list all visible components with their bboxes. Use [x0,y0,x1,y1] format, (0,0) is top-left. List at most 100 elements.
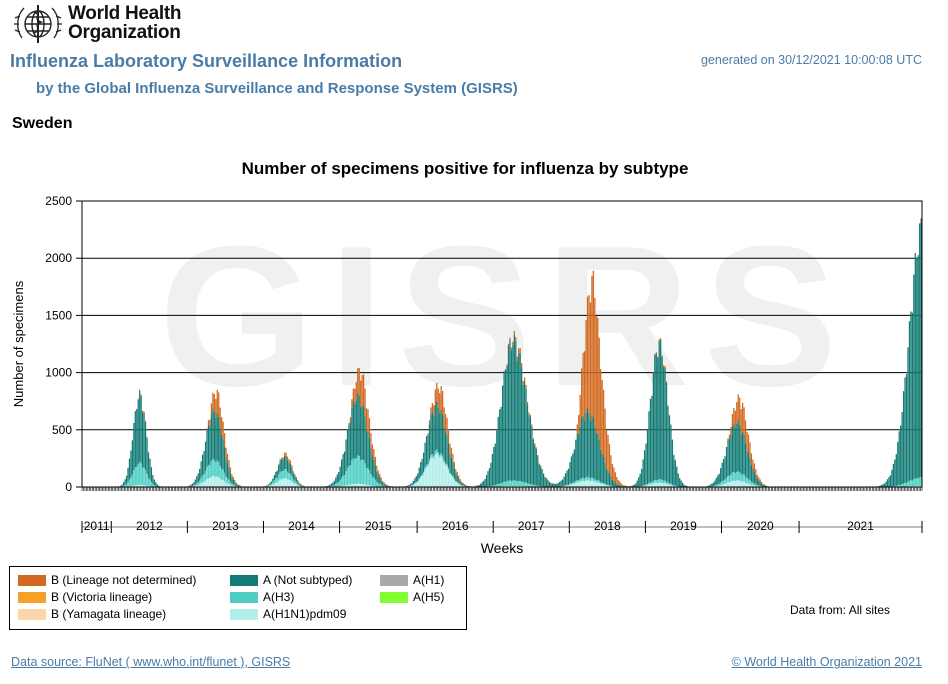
bar-segment [537,454,539,457]
copyright-link[interactable]: © World Health Organization 2021 [731,655,922,669]
bar-segment [216,460,218,477]
bar-segment [718,485,720,487]
bar-segment [351,407,353,461]
bar-segment [540,466,542,487]
bar-segment [747,478,750,484]
bar-segment [499,483,501,487]
bar-segment [368,485,371,487]
bar-segment [575,482,577,487]
bar-segment [731,413,734,426]
bar-segment [746,483,748,487]
legend-label: A(H5) [413,590,445,604]
bar-segment [523,482,526,487]
bar-segment [285,452,287,456]
bar-segment [362,406,365,460]
bar-segment [562,479,564,487]
bar-segment [291,467,293,477]
bar-segment [578,480,580,483]
bar-segment [655,353,657,480]
bar-segment [636,480,638,487]
bar-segment [462,485,464,487]
bar-segment [437,408,439,453]
bar-segment [142,467,144,486]
bar-segment [202,482,204,487]
bar-segment [355,458,357,484]
bar-segment [370,473,372,486]
bar-segment [342,454,344,476]
bar-segment [894,485,896,487]
bar-segment [279,479,281,487]
bar-segment [528,415,530,484]
bar-segment [342,485,344,487]
bar-segment [225,447,227,459]
bar-segment [446,435,448,465]
bar-segment [463,484,466,485]
data-source-link[interactable]: Data source: FluNet ( www.who.int/flunet… [11,655,291,669]
bar-segment [455,473,457,482]
bar-segment [605,469,608,485]
bar-segment [153,485,155,487]
bar-segment [747,434,750,453]
bar-segment [422,471,425,474]
bar-segment [229,472,232,482]
bar-segment [298,484,300,486]
bar-segment [901,412,903,485]
generated-timestamp: generated on 30/12/2021 10:00:08 UTC [700,53,922,67]
bar-segment [238,485,240,486]
bar-segment [614,472,616,483]
bar-segment [727,438,729,441]
bar-segment [657,357,659,481]
bar-segment [756,485,758,487]
bar-segment [759,482,761,486]
bar-segment [459,481,461,485]
bar-segment [437,452,439,456]
bar-segment [281,479,283,487]
bar-segment [332,482,334,486]
bar-segment [654,354,656,355]
bar-segment [406,485,409,487]
bar-segment [583,481,586,487]
bar-segment [422,452,425,472]
bar-segment [206,428,208,431]
bar-segment [449,472,451,474]
bar-segment [379,477,381,484]
bar-segment [465,485,467,487]
bar-segment [664,483,666,487]
bar-segment [226,462,229,479]
bar-segment [509,340,511,481]
bar-segment [894,459,896,486]
bar-segment [273,474,275,481]
bar-segment [660,338,662,341]
bar-segment [276,477,278,483]
bar-segment [730,427,732,435]
bar-segment [742,481,744,487]
bar-segment [361,484,363,487]
bar-segment [662,367,665,481]
bar-segment [446,466,448,487]
bar-segment [613,480,615,487]
bar-segment [602,389,605,457]
bar-segment [360,460,362,485]
bar-segment [452,477,454,487]
bar-segment [354,484,356,487]
bar-segment [622,484,624,487]
data-from-note: Data from: All sites [790,603,891,617]
bar-segment [657,356,659,358]
bar-segment [140,463,142,485]
year-label: 2013 [212,519,239,533]
bar-segment [597,482,599,487]
bar-segment [342,475,344,486]
bar-segment [301,485,303,486]
bar-segment [496,430,498,485]
bar-segment [493,447,495,486]
bar-segment [744,482,747,487]
bar-segment [661,480,663,484]
org-line-2: Organization [68,22,181,43]
bar-segment [297,483,299,486]
bar-segment [379,473,381,478]
bar-segment [589,420,592,479]
bar-segment [197,485,199,487]
bar-segment [662,480,665,484]
bar-segment [202,454,204,476]
